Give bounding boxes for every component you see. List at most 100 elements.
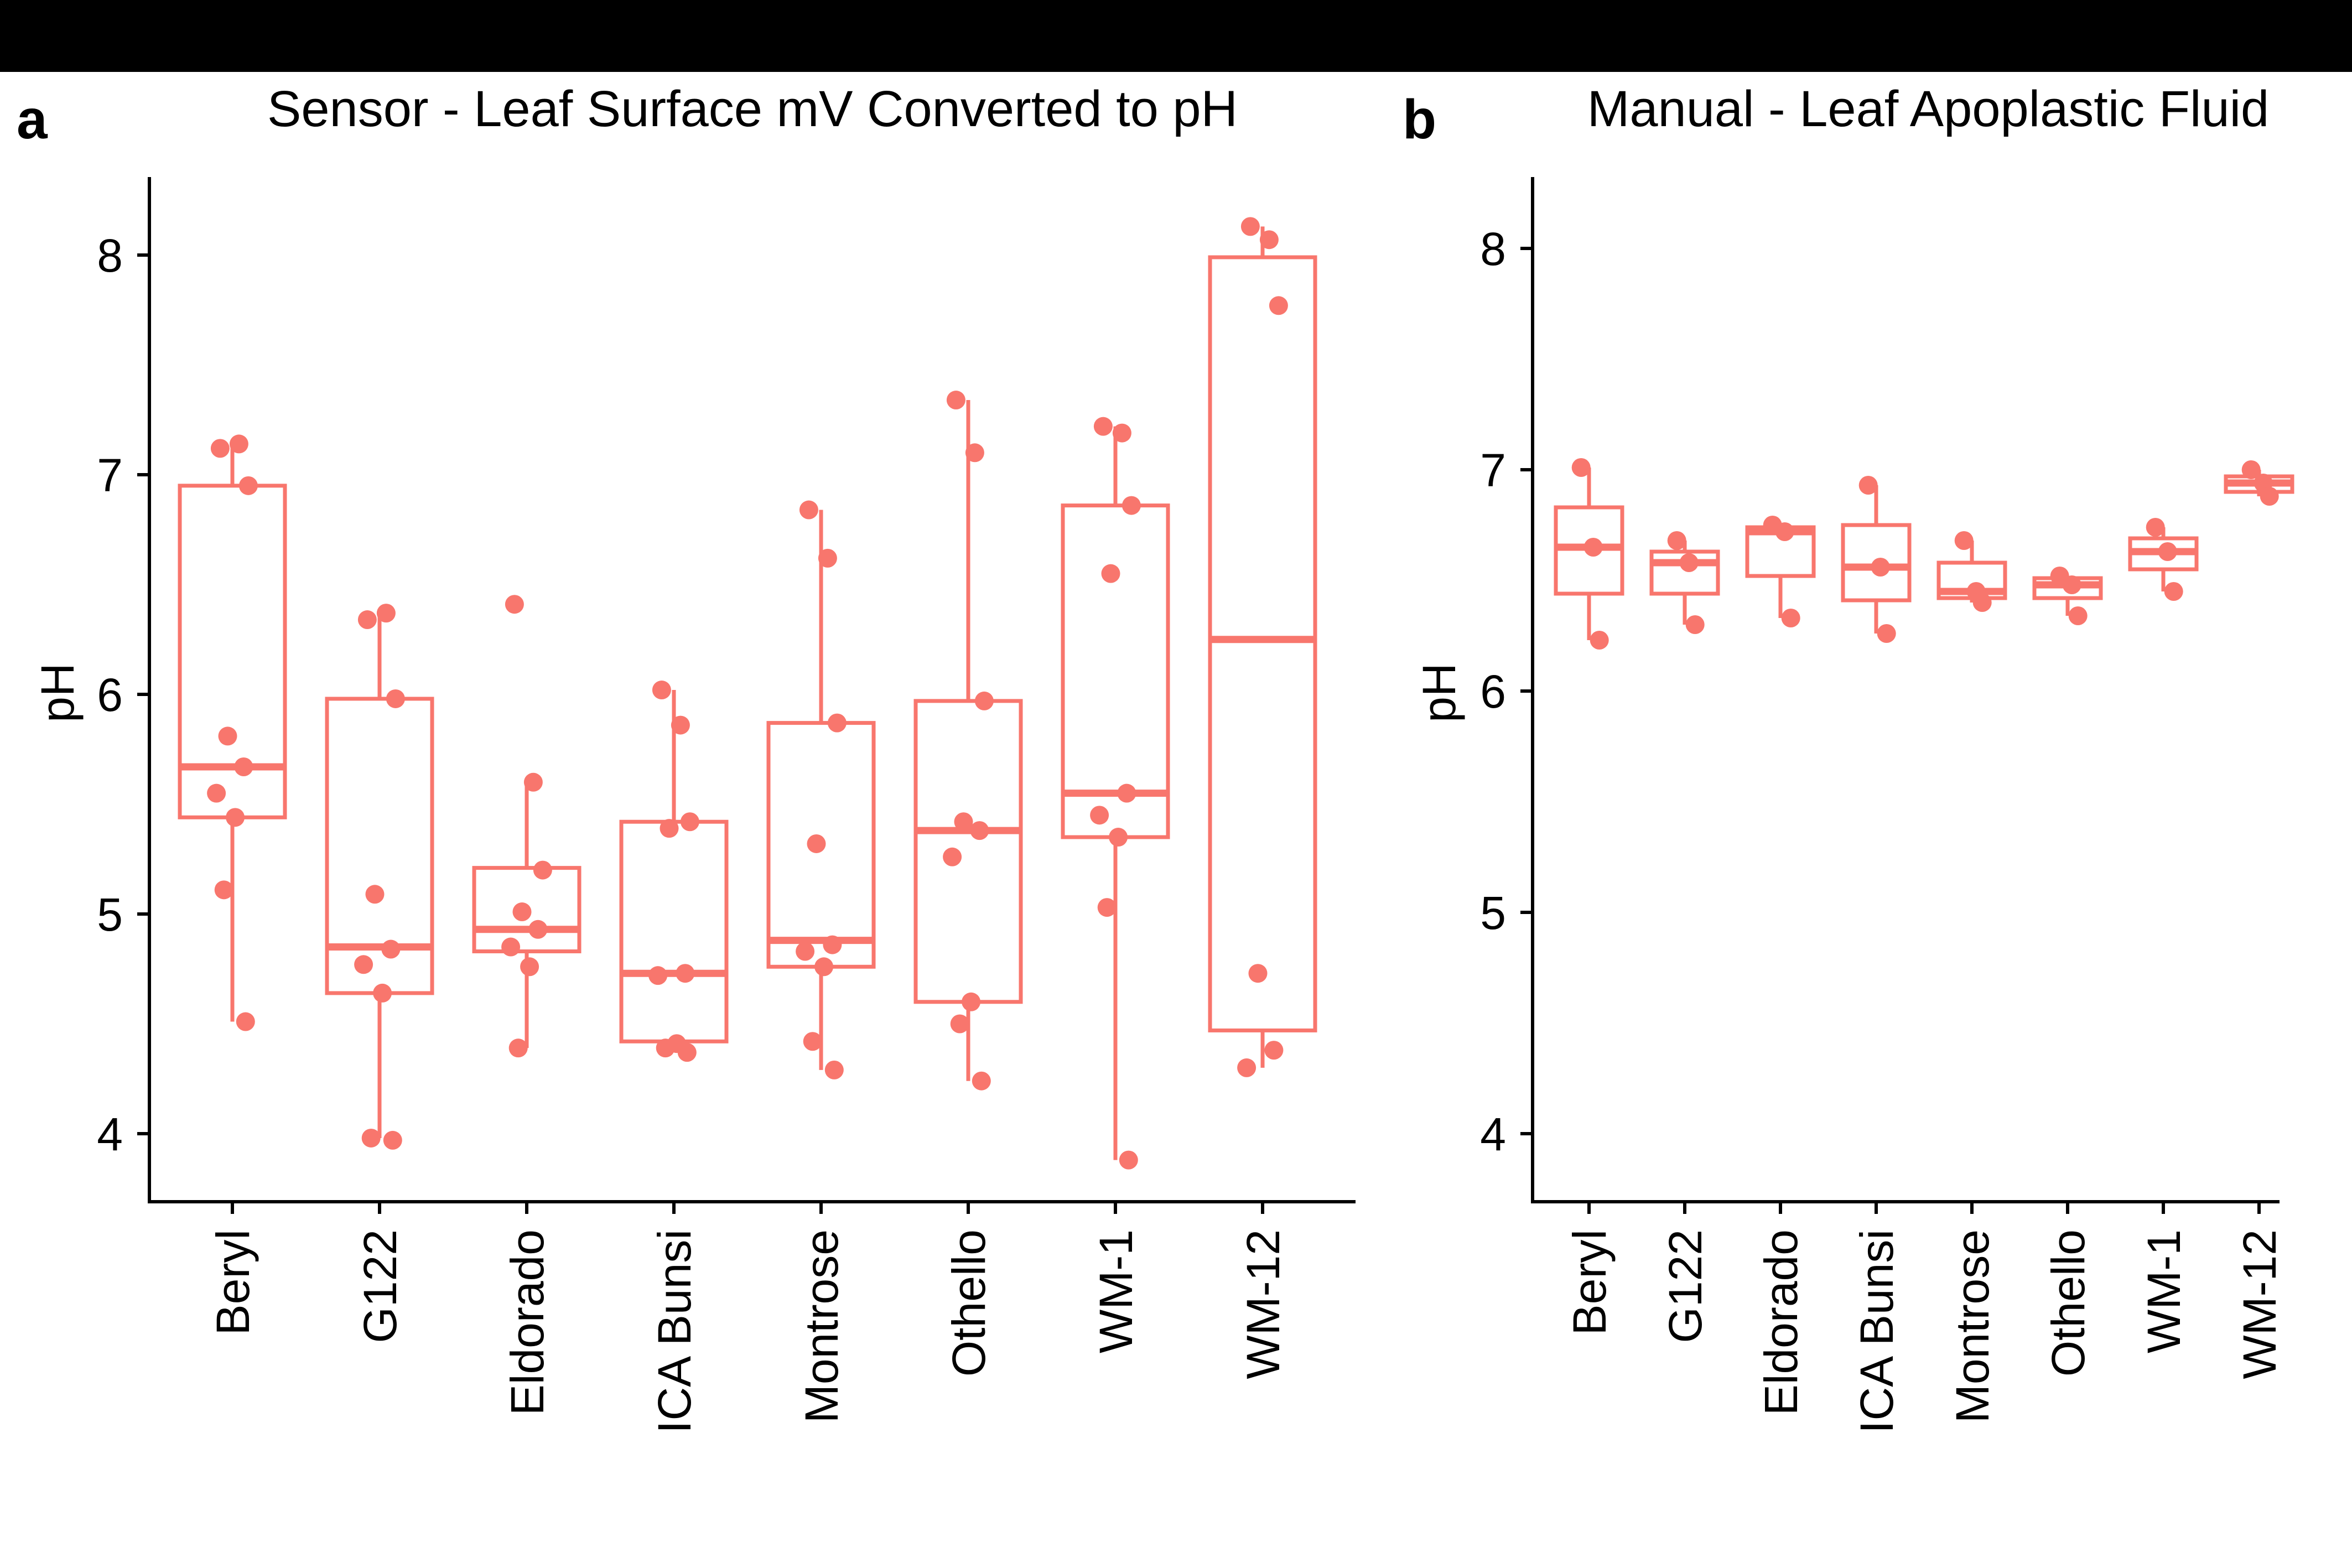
data-point	[2260, 487, 2279, 506]
data-point	[501, 937, 521, 957]
panel-b-tag: b	[1403, 89, 1436, 150]
data-point	[1775, 522, 1794, 541]
panel-a-marks	[148, 177, 1356, 1203]
x-tick-label-WM-12: WM-12	[2234, 1229, 2286, 1379]
data-point	[234, 757, 253, 777]
x-tick-label-G122: G122	[354, 1229, 406, 1343]
x-tick-label-WM-12: WM-12	[1237, 1229, 1289, 1379]
data-point	[648, 966, 668, 985]
data-point	[1093, 417, 1113, 436]
x-tick-label-ICA Bunsi: ICA Bunsi	[1851, 1229, 1903, 1434]
data-point	[1871, 558, 1890, 577]
data-point	[1117, 783, 1136, 803]
data-point	[383, 1130, 402, 1150]
data-point	[1237, 1058, 1257, 1077]
data-point	[824, 1060, 844, 1079]
y-tick-label: 6	[97, 669, 123, 721]
x-tick-label-ICA Bunsi: ICA Bunsi	[648, 1229, 700, 1434]
data-point	[354, 955, 373, 974]
y-tick-label: 4	[1480, 1108, 1506, 1160]
y-tick-label: 7	[1480, 444, 1506, 496]
data-point	[1571, 458, 1591, 477]
data-point	[1122, 496, 1141, 515]
x-tick-label-WM-1: WM-1	[2138, 1229, 2190, 1353]
y-tick-label: 5	[97, 889, 123, 941]
data-point	[1109, 828, 1128, 847]
data-point	[386, 689, 405, 708]
data-point	[1259, 230, 1279, 250]
data-point	[1097, 898, 1117, 917]
data-point	[238, 476, 258, 495]
data-point	[1590, 631, 1609, 650]
top-black-bar	[0, 0, 2352, 72]
data-point	[660, 819, 679, 838]
x-tick-label-G122: G122	[1659, 1229, 1711, 1343]
panel-b-marks	[1531, 177, 2294, 1203]
data-point	[1269, 296, 1288, 315]
panel-a: a Sensor - Leaf Surface mV Converted to …	[17, 81, 1356, 1434]
data-point	[357, 610, 377, 630]
data-point	[970, 821, 989, 840]
x-tick-label-Eldorado: Eldorado	[501, 1229, 553, 1415]
data-point	[236, 1012, 255, 1031]
data-point	[2068, 606, 2088, 625]
box-WM-1	[1061, 503, 1170, 839]
panel-a-x-ticks: Beryl G122 Eldorado ICA Bunsi Montrose Othell…	[207, 1202, 1289, 1434]
data-point	[827, 713, 847, 733]
data-point	[2062, 575, 2081, 594]
x-tick-label-Othello: Othello	[2042, 1229, 2094, 1377]
data-point	[807, 834, 826, 853]
y-tick-label: 8	[97, 230, 123, 282]
y-tick-label: 4	[97, 1108, 123, 1160]
y-tick-label: 7	[97, 449, 123, 501]
data-point	[962, 992, 981, 1011]
data-point	[1679, 553, 1699, 572]
data-point	[512, 902, 532, 922]
x-tick-label-Othello: Othello	[943, 1229, 995, 1377]
data-point	[676, 964, 695, 983]
box-Othello	[913, 699, 1023, 1004]
data-point	[2164, 582, 2183, 601]
panel-b: b Manual - Leaf Apoplastic Fluid pH 4 5 6 7…	[1403, 81, 2294, 1434]
data-point	[652, 681, 671, 700]
data-point	[1119, 1150, 1138, 1170]
data-point	[823, 935, 842, 954]
data-point	[1954, 531, 1974, 550]
data-point	[1685, 615, 1705, 634]
data-point	[671, 715, 690, 735]
panel-a-y-axis-label: pH	[32, 663, 84, 722]
data-point	[207, 783, 226, 803]
panel-b-y-axis-label: pH	[1413, 663, 1465, 722]
data-point	[803, 1032, 822, 1051]
panel-b-title: Manual - Leaf Apoplastic Fluid	[1587, 81, 2269, 137]
data-point	[1858, 476, 1878, 495]
panel-b-y-ticks: 4 5 6 7 8	[1480, 223, 1533, 1160]
data-point	[214, 880, 233, 900]
data-point	[523, 772, 543, 792]
data-point	[1248, 964, 1268, 983]
data-point	[533, 860, 552, 880]
data-point	[1781, 609, 1800, 627]
x-tick-label-Montrose: Montrose	[796, 1229, 848, 1423]
data-point	[1583, 538, 1603, 557]
data-point	[965, 443, 984, 463]
data-point	[2146, 518, 2165, 537]
data-point	[218, 726, 237, 746]
data-point	[1877, 624, 1896, 643]
box-ICA Bunsi	[619, 819, 729, 1043]
panel-a-y-ticks: 4 5 6 7 8	[97, 230, 149, 1160]
data-point	[799, 500, 818, 520]
data-point	[677, 1043, 697, 1062]
box-Beryl	[178, 484, 287, 819]
data-point	[946, 391, 965, 410]
data-point	[972, 1071, 991, 1091]
data-point	[2241, 460, 2261, 479]
data-point	[954, 812, 973, 832]
panel-a-tag: a	[17, 89, 48, 150]
data-point	[1667, 531, 1686, 550]
data-point	[528, 920, 548, 939]
x-tick-label-WM-1: WM-1	[1090, 1229, 1142, 1353]
data-point	[361, 1128, 381, 1148]
data-point	[950, 1014, 969, 1034]
